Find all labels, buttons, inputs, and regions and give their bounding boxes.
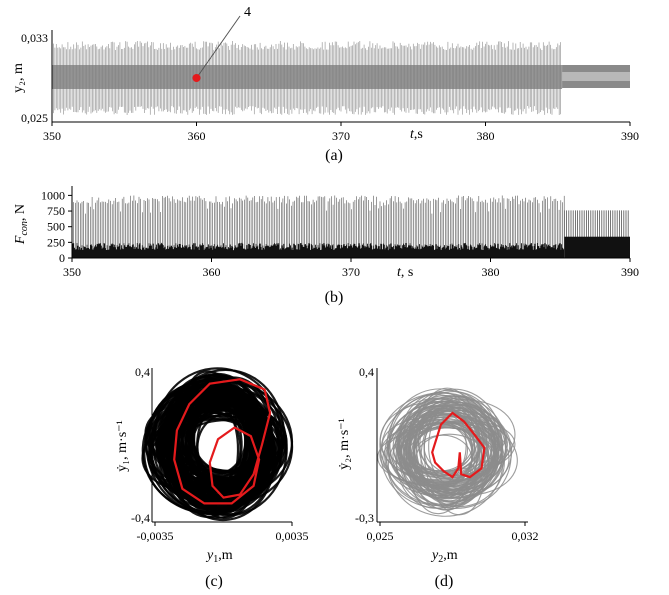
panel-d-ticks: 0,4 -0,3 0,025 0,032	[355, 365, 539, 543]
panel-b-ylabel-sub: con	[19, 221, 30, 235]
caption-b: (b)	[325, 289, 344, 306]
panel-d-ylabel: ẏ₂, m·s⁻¹	[337, 418, 352, 469]
panel-a-dense-band	[52, 65, 563, 89]
panel-b-y-tick-label: 750	[47, 204, 65, 218]
panel-b-xlabel: t, s	[397, 265, 413, 280]
panel-c-xlabel: y1,m	[205, 548, 233, 565]
panel-d: 0,4 -0,3 0,025 0,032 ẏ₂, m·s⁻¹ y2,m (d)	[337, 365, 539, 590]
panel-d-chaotic-trajectory	[400, 395, 507, 496]
caption-a: (a)	[325, 147, 343, 164]
panel-d-xlabel-unit: ,m	[443, 548, 458, 563]
panel-a-periodic-inner	[562, 72, 630, 81]
panel-d-chaotic-trajectory	[413, 412, 487, 481]
panel-b-x-tick-label: 390	[621, 265, 639, 279]
panel-d-chaotic-trajectory	[392, 399, 516, 482]
panel-b-periodic-lower-band	[564, 236, 630, 258]
panel-b-y-tick-label: 1000	[41, 188, 65, 202]
panel-d-xlabel-sub: 2	[438, 554, 443, 565]
panel-d-x-tick-label: 0,032	[512, 529, 539, 543]
panel-a-signal	[51, 41, 630, 115]
panel-b-ylabel: Fcon, N	[13, 204, 30, 245]
panel-a-xlabel-unit: ,s	[414, 127, 423, 142]
panel-d-chaotic-trajectory	[413, 402, 490, 507]
caption-c: (c)	[205, 573, 223, 590]
panel-b-ylabel-F: F	[13, 235, 28, 245]
panel-a-y-tick-label: 0,033	[21, 31, 48, 45]
panel-a-annotation-point	[192, 74, 201, 82]
panel-d-chaotic-trajectory	[402, 389, 498, 502]
panel-d-chaotic-trajectory	[412, 415, 505, 508]
panel-d-y-tick-label: 0,4	[359, 365, 374, 379]
panel-c-y-tick-label: -0,4	[131, 511, 150, 525]
panel-c-xlabel-unit: ,m	[218, 548, 233, 563]
panel-d-xlabel-y: y	[430, 548, 439, 563]
panel-a-x-tick-label: 380	[477, 129, 495, 143]
panel-a-x-ticks: 350 360 370 380 390	[43, 122, 639, 143]
panel-b-y-tick-label: 0	[59, 251, 65, 265]
panel-b-x-tick-label: 380	[482, 265, 500, 279]
panel-b-x-ticks: 350 360 370 380 390	[63, 258, 639, 279]
panel-a-xlabel-t: t	[410, 127, 415, 142]
panel-b-xlabel-t: t	[397, 265, 402, 280]
panel-a-annotation-leader	[196, 15, 241, 79]
panel-d-x-tick-label: 0,025	[367, 529, 394, 543]
panel-c-xlabel-sub: 1	[213, 554, 218, 565]
panel-d-chaotic-trajectory	[410, 424, 473, 486]
panel-a-x-tick-label: 390	[621, 129, 639, 143]
panel-d-y-tick-label: -0,3	[355, 511, 374, 525]
panel-c-periodic-orbit	[173, 378, 272, 505]
panel-c-ticks: 0,4 -0,4 -0,0035 0,0035	[131, 365, 309, 543]
panel-a-x-tick-label: 360	[188, 129, 206, 143]
panel-c-ylabel: ẏ₁, m·s⁻¹	[115, 420, 130, 471]
panel-d-chaotic-attractor	[377, 387, 518, 517]
panel-b-xlabel-unit: , s	[401, 265, 413, 280]
panel-c-xlabel-y: y	[205, 548, 214, 563]
panel-c-chaotic-attractor	[141, 367, 294, 522]
panel-a-ylabel: y₂, m	[11, 63, 26, 93]
panel-a-annotation-label: 4	[244, 5, 251, 20]
panel-a-xlabel: t,s	[410, 127, 423, 142]
panel-b-x-tick-label: 360	[203, 265, 221, 279]
panel-d-periodic-orbit	[431, 411, 486, 479]
panel-b-x-tick-label: 350	[63, 265, 81, 279]
panel-b-y-tick-label: 250	[47, 235, 65, 249]
panel-c-x-tick-label: -0,0035	[137, 529, 174, 543]
panel-b-periodic-force	[564, 210, 629, 258]
panel-c-chaotic-trajectory	[176, 383, 251, 500]
panel-b-y-tick-label: 500	[47, 220, 65, 234]
panel-d-xlabel: y2,m	[430, 548, 458, 565]
caption-d: (d)	[435, 573, 454, 590]
panel-a-x-tick-label: 370	[332, 129, 350, 143]
panel-c: 0,4 -0,4 -0,0035 0,0035 ẏ₁, m·s⁻¹ y1,m (c)	[115, 365, 309, 590]
panel-b-signal	[71, 195, 630, 258]
panel-b-ylabel-unit: , N	[13, 204, 28, 221]
panel-d-chaotic-trajectory	[389, 394, 485, 496]
panel-b-x-tick-label: 370	[342, 265, 360, 279]
panel-c-x-tick-label: 0,0035	[276, 529, 309, 543]
panel-a-y-ticks: 0,025 0,033	[21, 31, 48, 125]
panel-a-x-tick-label: 350	[43, 129, 61, 143]
panel-a: 350 360 370 380 390 0,025 0,033 y₂, m t,s 4 (…	[11, 5, 639, 164]
panel-a-y-tick-label: 0,025	[21, 111, 48, 125]
panel-c-chaotic-trajectory	[169, 395, 252, 507]
panel-c-y-tick-label: 0,4	[135, 365, 150, 379]
